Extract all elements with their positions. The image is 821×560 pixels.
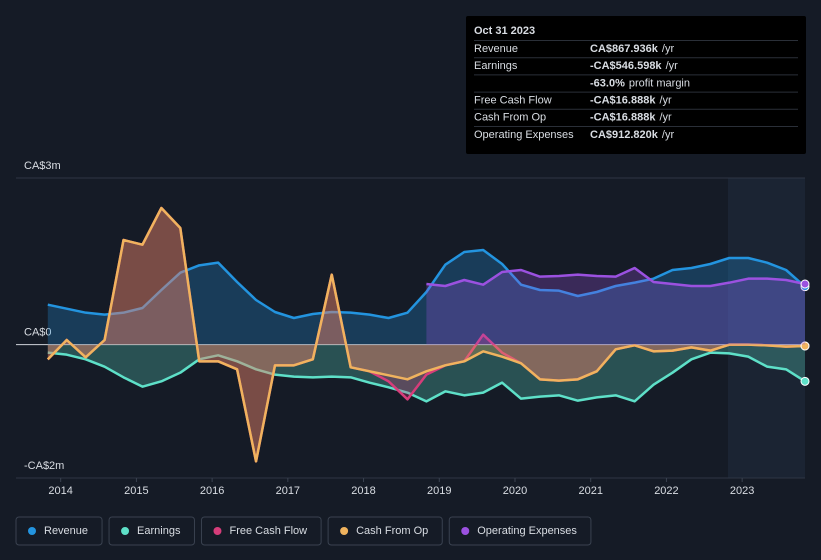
series-area (47, 344, 805, 402)
legend-box (200, 516, 322, 546)
x-tick-label: 2019 (427, 485, 451, 497)
legend-swatch (213, 527, 222, 535)
legend-item[interactable]: Revenue (15, 516, 103, 546)
legend-box (108, 516, 195, 546)
tooltip-value: -CA$16.888k (590, 95, 656, 107)
recent-highlight (728, 178, 805, 478)
tooltip-date: Oct 31 2023 (474, 25, 535, 37)
y-tick-label: CA$3m (24, 160, 61, 172)
tooltip-value: -63.0% (590, 77, 625, 89)
x-tick-label: 2016 (200, 485, 224, 497)
y-tick-label: -CA$2m (24, 460, 64, 472)
tooltip-label: Free Cash Flow (474, 95, 552, 107)
end-point (800, 376, 810, 386)
end-point (800, 279, 810, 289)
legend-label: Operating Expenses (477, 525, 577, 537)
legend-label: Earnings (137, 525, 181, 537)
tooltip-value: -CA$16.888k (590, 112, 656, 124)
tooltip-box (466, 16, 806, 154)
end-point (800, 341, 810, 351)
x-tick-label: 2015 (124, 485, 148, 497)
legend-label: Cash From Op (356, 525, 428, 537)
legend-swatch (121, 527, 130, 535)
x-tick-label: 2017 (276, 485, 300, 497)
x-tick-label: 2022 (654, 485, 678, 497)
legend-swatch (461, 527, 470, 535)
legend-item[interactable]: Earnings (108, 516, 195, 546)
series-line (426, 266, 806, 288)
x-tick-label: 2018 (351, 485, 375, 497)
series-area (47, 250, 805, 345)
series-line (47, 351, 806, 403)
tooltip-value: CA$912.820k (590, 129, 659, 141)
tooltip-unit: profit margin (629, 77, 690, 89)
x-tick-label: 2020 (503, 485, 527, 497)
legend-box (15, 516, 103, 546)
tooltip-value: -CA$546.598k (590, 60, 662, 72)
legend-label: Free Cash Flow (229, 525, 307, 537)
y-tick-label: CA$0 (24, 327, 52, 339)
x-tick-label: 2014 (48, 485, 72, 497)
x-tick-label: 2023 (730, 485, 754, 497)
legend-label: Revenue (44, 525, 88, 537)
legend-item[interactable]: Operating Expenses (448, 516, 592, 546)
legend-box (327, 516, 443, 546)
legend-box (448, 516, 592, 546)
tooltip-value: CA$867.936k (590, 43, 659, 55)
tooltip-label: Operating Expenses (474, 129, 574, 141)
tooltip-label: Earnings (474, 60, 518, 72)
tooltip-label: Revenue (474, 43, 518, 55)
tooltip-unit: /yr (659, 112, 672, 124)
tooltip-label: Cash From Op (474, 112, 546, 124)
legend-swatch (340, 527, 349, 535)
tooltip-unit: /yr (659, 95, 672, 107)
series-line (46, 206, 806, 463)
series-line (47, 248, 806, 320)
x-tick-label: 2021 (578, 485, 602, 497)
tooltip-unit: /yr (662, 43, 675, 55)
legend-item[interactable]: Cash From Op (327, 516, 443, 546)
legend-item[interactable]: Free Cash Flow (200, 516, 322, 546)
legend-swatch (28, 527, 36, 535)
tooltip-unit: /yr (662, 129, 675, 141)
tooltip-unit: /yr (666, 60, 679, 72)
